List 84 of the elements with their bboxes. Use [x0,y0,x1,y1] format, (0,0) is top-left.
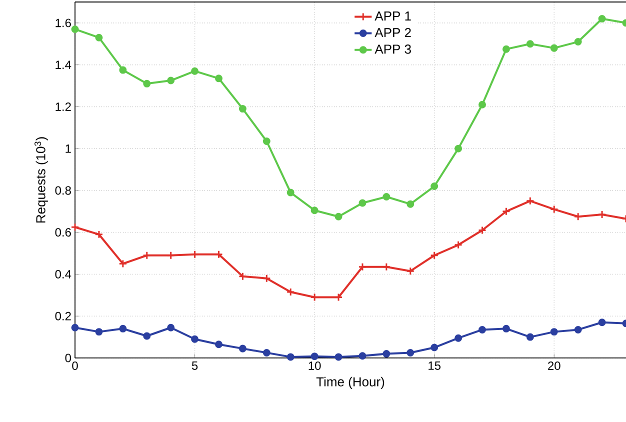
point [526,196,534,206]
point [382,192,390,200]
legend-label: APP 1 [374,12,411,20]
point [478,100,486,108]
point [143,80,151,88]
point [430,251,439,260]
point [454,144,462,152]
point [262,274,271,283]
y-tick-label: 1 [66,144,71,153]
point [334,212,342,220]
y-tick-label: 0.4 [55,270,72,278]
point [526,333,534,341]
point [358,262,367,272]
point [286,353,294,361]
y-tick-label: 0.8 [55,186,71,195]
y-tick-label: 1.4 [56,60,72,69]
point [478,226,487,234]
point [71,324,79,332]
point [191,67,199,75]
point [167,324,175,332]
legend-label: APP 3 [374,44,411,54]
point [502,207,510,216]
point [143,332,151,340]
x-tick-label: 10 [308,362,321,370]
point [550,44,558,52]
point [286,288,295,296]
point [406,266,415,276]
point [95,328,103,336]
point [526,40,534,48]
point [406,349,414,356]
point [238,344,246,352]
legend-label: APP 2 [374,28,411,38]
point [574,38,582,46]
y-tick-label: 1.6 [56,18,71,28]
point [95,34,103,42]
point [574,326,582,334]
point [454,334,462,342]
point [478,326,486,334]
point [214,250,223,259]
point [502,45,510,53]
point [334,353,342,361]
point [598,210,606,219]
point [310,352,318,360]
point [430,344,438,352]
y-tick-label: 0.2 [55,312,71,320]
point [550,328,558,336]
x-tick-label: 20 [548,362,560,370]
point [286,188,294,196]
point [167,76,175,84]
point [430,182,438,190]
point [358,352,366,360]
x-tick-label: 0 [72,362,78,370]
point [598,14,606,22]
point [310,206,318,214]
point [502,324,510,332]
point [358,199,366,207]
point [382,262,391,272]
point [262,138,270,145]
point [142,251,152,260]
point [166,251,176,260]
y-tick-label: 1.2 [56,102,71,111]
point [382,350,390,358]
y-axis-title: Requests (10$^{3}$) [34,137,48,223]
x-axis-title: Time (Hour) [316,376,384,389]
point [238,272,247,281]
point [214,340,222,348]
point [454,240,463,250]
point [406,200,414,208]
point [238,105,246,113]
point [94,230,104,239]
x-tick-label: 5 [192,362,198,370]
point [71,25,79,33]
point [191,335,199,343]
x-tick-label: 15 [428,362,441,370]
point [550,205,558,214]
point [262,349,270,356]
y-tick-label: 0 [65,354,72,362]
point [118,260,128,268]
point [598,318,606,326]
point [574,212,582,221]
point [119,66,127,74]
point [119,324,127,332]
y-tick-label: 0.6 [55,228,71,237]
point [214,74,222,82]
